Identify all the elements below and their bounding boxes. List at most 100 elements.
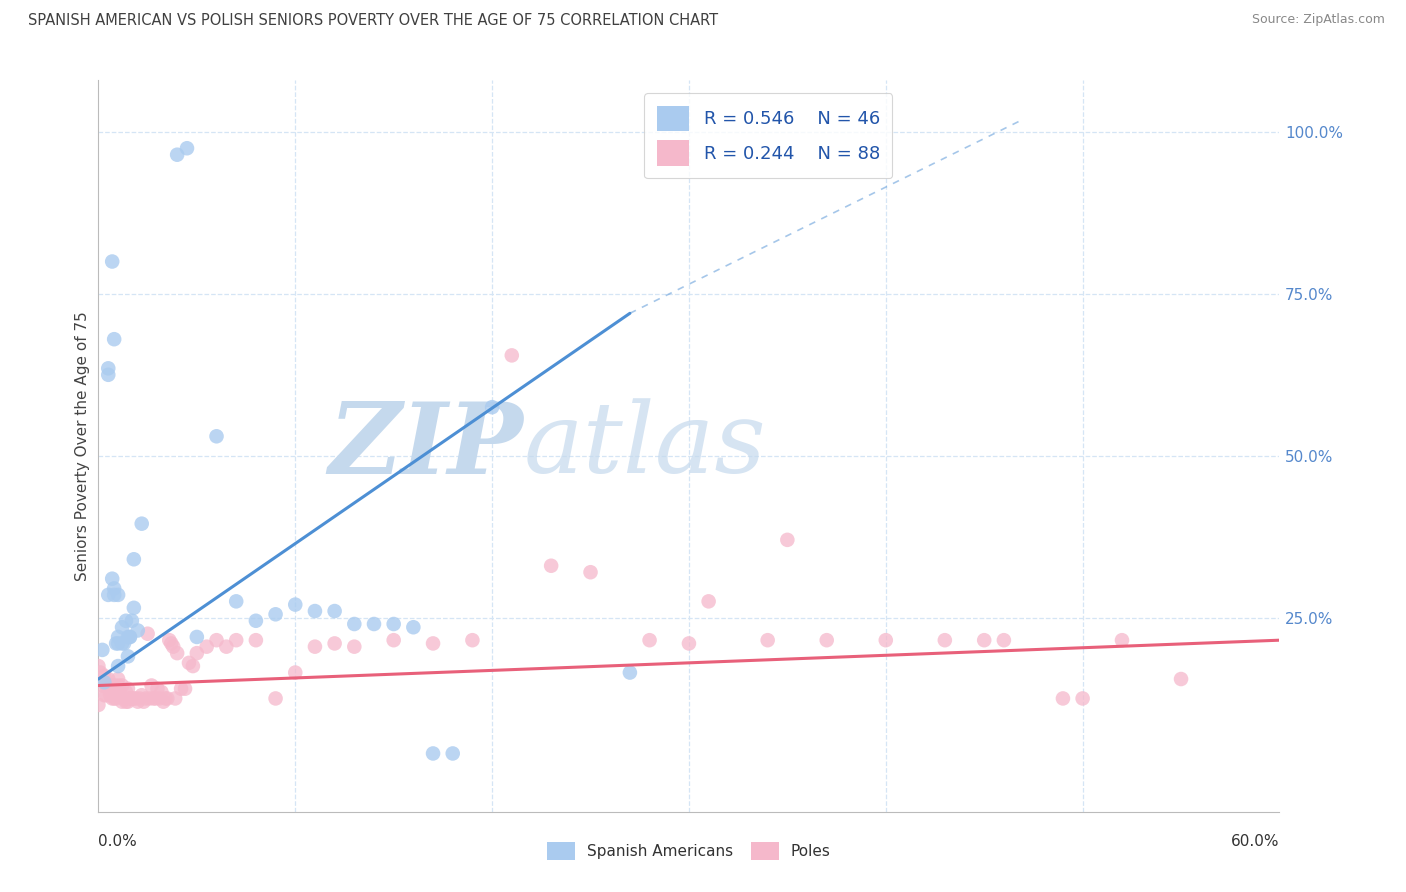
Point [157,633,180,648]
Point [579,566,602,580]
Point [135,691,157,706]
Point [245,633,267,648]
Point [363,617,385,632]
Point [115,685,138,699]
Point [619,665,641,680]
Point [107,588,129,602]
Point [176,141,198,155]
Point [87,659,110,673]
Point [148,691,170,706]
Point [103,678,125,692]
Point [132,695,155,709]
Point [107,636,129,650]
Point [115,695,138,709]
Point [101,254,124,268]
Point [103,588,125,602]
Point [638,633,661,648]
Point [501,348,523,362]
Point [107,672,129,686]
Point [875,633,897,648]
Point [117,695,139,709]
Point [815,633,838,648]
Point [177,656,200,670]
Point [96,678,118,692]
Point [993,633,1015,648]
Point [205,429,228,443]
Point [323,636,346,650]
Point [540,558,562,573]
Point [166,646,188,660]
Point [205,633,228,648]
Point [105,685,128,699]
Point [112,636,135,650]
Point [127,624,149,638]
Point [118,630,141,644]
Point [117,681,139,696]
Point [402,620,425,634]
Point [117,649,139,664]
Point [215,640,238,654]
Point [195,640,218,654]
Point [141,678,163,692]
Point [117,630,139,644]
Text: 60.0%: 60.0% [1232,834,1279,848]
Point [284,598,307,612]
Point [131,688,153,702]
Point [181,659,204,673]
Point [101,572,124,586]
Point [245,614,267,628]
Point [973,633,995,648]
Point [91,678,114,692]
Point [1071,691,1094,706]
Point [142,691,165,706]
Point [422,636,444,650]
Point [382,633,405,648]
Point [103,582,125,596]
Point [96,688,118,702]
Point [115,614,138,628]
Point [103,332,125,346]
Point [101,685,124,699]
Point [136,626,159,640]
Point [138,691,160,706]
Point [343,640,366,654]
Point [152,695,174,709]
Point [97,672,120,686]
Point [121,691,143,706]
Point [91,643,114,657]
Point [756,633,779,648]
Point [125,691,148,706]
Point [112,691,135,706]
Point [323,604,346,618]
Point [304,604,326,618]
Point [170,681,193,696]
Point [108,685,131,699]
Point [422,747,444,761]
Point [111,695,134,709]
Point [122,552,145,566]
Y-axis label: Seniors Poverty Over the Age of 75: Seniors Poverty Over the Age of 75 [75,311,90,581]
Point [441,747,464,761]
Point [382,617,405,632]
Point [1170,672,1192,686]
Point [98,688,121,702]
Point [225,633,247,648]
Point [107,630,129,644]
Point [93,669,115,683]
Point [101,691,124,706]
Point [165,691,187,706]
Point [107,659,129,673]
Point [97,588,120,602]
Point [121,614,143,628]
Point [166,147,188,161]
Point [343,617,366,632]
Point [225,594,247,608]
Point [461,633,484,648]
Point [111,636,134,650]
Point [107,678,129,692]
Point [122,691,145,706]
Point [118,630,141,644]
Point [105,636,128,650]
Point [111,620,134,634]
Point [481,400,503,414]
